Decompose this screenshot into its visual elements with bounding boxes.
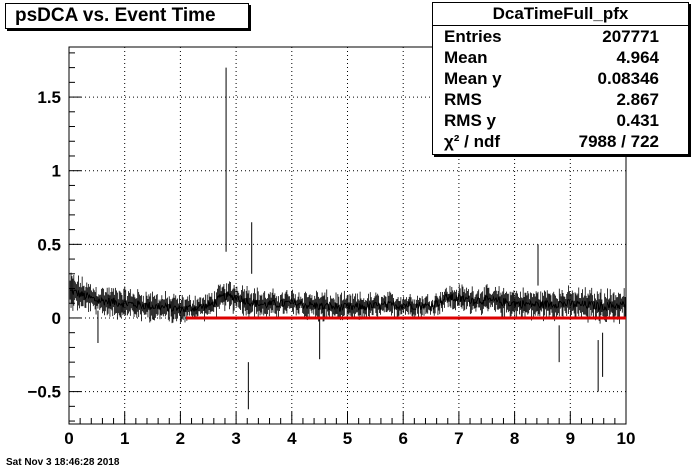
x-tick-label: 8	[510, 429, 519, 448]
stats-label: RMS	[444, 90, 482, 109]
y-tick-label: 0	[52, 309, 61, 328]
x-tick-label: 2	[176, 429, 185, 448]
stats-value: 0.08346	[597, 69, 659, 88]
timestamp-footer: Sat Nov 3 18:46:28 2018	[6, 457, 120, 468]
stats-row-mean-y: Mean y 0.08346	[433, 68, 688, 89]
stats-row-mean: Mean 4.964	[433, 47, 688, 68]
stats-label: Entries	[444, 27, 502, 46]
chart-title: psDCA vs. Event Time	[5, 3, 249, 29]
x-tick-label: 6	[398, 429, 407, 448]
stats-row-chi2: χ² / ndf 7988 / 722	[433, 131, 688, 152]
x-tick-label: 10	[617, 429, 636, 448]
x-tick-label: 7	[454, 429, 463, 448]
y-tick-label: 1	[52, 162, 61, 181]
stats-value: 7988 / 722	[578, 132, 659, 151]
y-tick-label: 0.5	[37, 235, 61, 254]
stats-value: 4.964	[616, 48, 659, 67]
x-tick-label: 1	[120, 429, 129, 448]
stats-label: χ² / ndf	[444, 132, 501, 151]
stats-name: DcaTimeFull_pfx	[433, 3, 688, 26]
stats-label: Mean y	[444, 69, 502, 88]
stats-row-entries: Entries 207771	[433, 26, 688, 47]
stats-row-rms-y: RMS y 0.431	[433, 110, 688, 131]
x-tick-label: 3	[231, 429, 240, 448]
stats-value: 207771	[602, 27, 659, 46]
stats-value: 0.431	[616, 111, 659, 130]
stats-box: DcaTimeFull_pfx Entries 207771 Mean 4.96…	[432, 2, 689, 155]
stats-value: 2.867	[616, 90, 659, 109]
x-tick-label: 5	[343, 429, 352, 448]
x-tick-label: 4	[287, 429, 297, 448]
x-tick-label: 9	[566, 429, 575, 448]
profile-series-line	[69, 289, 627, 314]
stats-label: RMS y	[444, 111, 496, 130]
x-tick-label: 0	[64, 429, 73, 448]
y-tick-label: −0.5	[27, 383, 61, 402]
stats-row-rms: RMS 2.867	[433, 89, 688, 110]
y-tick-label: 1.5	[37, 88, 61, 107]
stats-label: Mean	[444, 48, 488, 67]
